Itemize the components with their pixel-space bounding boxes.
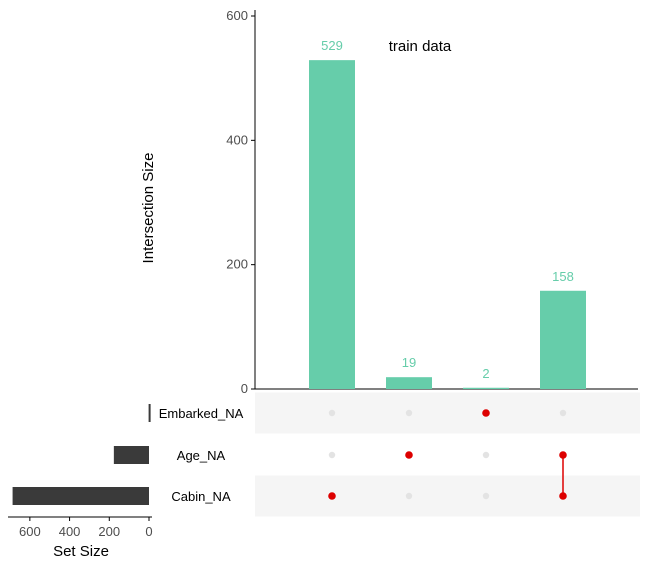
- intersection-bar: [386, 377, 432, 389]
- set-size-axis: 600 400 200 0: [8, 516, 153, 539]
- bar-value-label: 158: [552, 269, 574, 284]
- set-size-bar: [148, 404, 151, 422]
- set-name-label: Age_NA: [177, 448, 226, 463]
- matrix-dot-inactive: [405, 409, 413, 417]
- set-name-label: Cabin_NA: [171, 489, 231, 504]
- matrix-dot-inactive: [482, 451, 490, 459]
- matrix-row-stripe: [255, 392, 640, 434]
- set-size-tick-label: 600: [19, 524, 41, 539]
- set-size-bar: [12, 487, 150, 505]
- set-size-tick-label: 200: [98, 524, 120, 539]
- matrix-row-stripe: [255, 475, 640, 517]
- set-size-bar: [113, 446, 149, 464]
- matrix-background: [255, 392, 640, 517]
- bar-value-label: 19: [402, 355, 416, 370]
- matrix-dot-active: [482, 409, 490, 417]
- chart-title: train data: [389, 38, 452, 55]
- y-tick-label: 0: [241, 381, 248, 396]
- bar-value-label: 529: [321, 38, 343, 53]
- set-size-tick-label: 400: [59, 524, 81, 539]
- intersection-bar: [463, 387, 509, 389]
- intersection-bar: [540, 290, 586, 389]
- matrix-dot-inactive: [482, 492, 490, 500]
- y-axis-label: Intersection Size: [140, 153, 157, 264]
- matrix-dot-inactive: [559, 409, 567, 417]
- matrix-dot-active: [559, 492, 567, 500]
- intersection-bars: [309, 60, 586, 389]
- y-tick-label: 400: [226, 132, 248, 147]
- set-size-axis-label: Set Size: [53, 543, 109, 560]
- set-size-tick-label: 0: [145, 524, 152, 539]
- matrix-dot-inactive: [328, 451, 336, 459]
- y-tick-label: 200: [226, 257, 248, 272]
- matrix-dot-active: [559, 451, 567, 459]
- set-labels: Embarked_NA Age_NA Cabin_NA: [159, 406, 244, 504]
- matrix-dot-inactive: [328, 409, 336, 417]
- matrix-dot-inactive: [405, 492, 413, 500]
- y-tick-label: 600: [226, 8, 248, 23]
- bar-value-label: 2: [482, 366, 489, 381]
- intersection-bar-labels: 529 19 2 158: [321, 38, 574, 381]
- matrix-dot-active: [328, 492, 336, 500]
- set-size-bars: [12, 404, 151, 505]
- matrix-dot-active: [405, 451, 413, 459]
- set-name-label: Embarked_NA: [159, 406, 244, 421]
- intersection-bar: [309, 60, 355, 389]
- intersection-matrix: [328, 409, 567, 500]
